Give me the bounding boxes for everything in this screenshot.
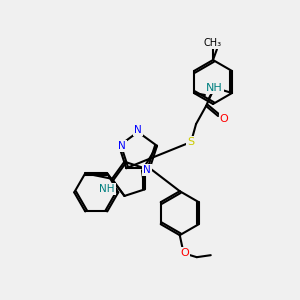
Text: NH: NH	[206, 83, 222, 93]
Text: N: N	[118, 141, 126, 151]
Text: O: O	[220, 114, 228, 124]
Text: N: N	[134, 125, 142, 135]
Text: CH₃: CH₃	[204, 38, 222, 48]
Text: NH: NH	[99, 184, 115, 194]
Text: O: O	[180, 248, 189, 258]
Text: N: N	[143, 165, 151, 175]
Text: S: S	[188, 137, 195, 147]
